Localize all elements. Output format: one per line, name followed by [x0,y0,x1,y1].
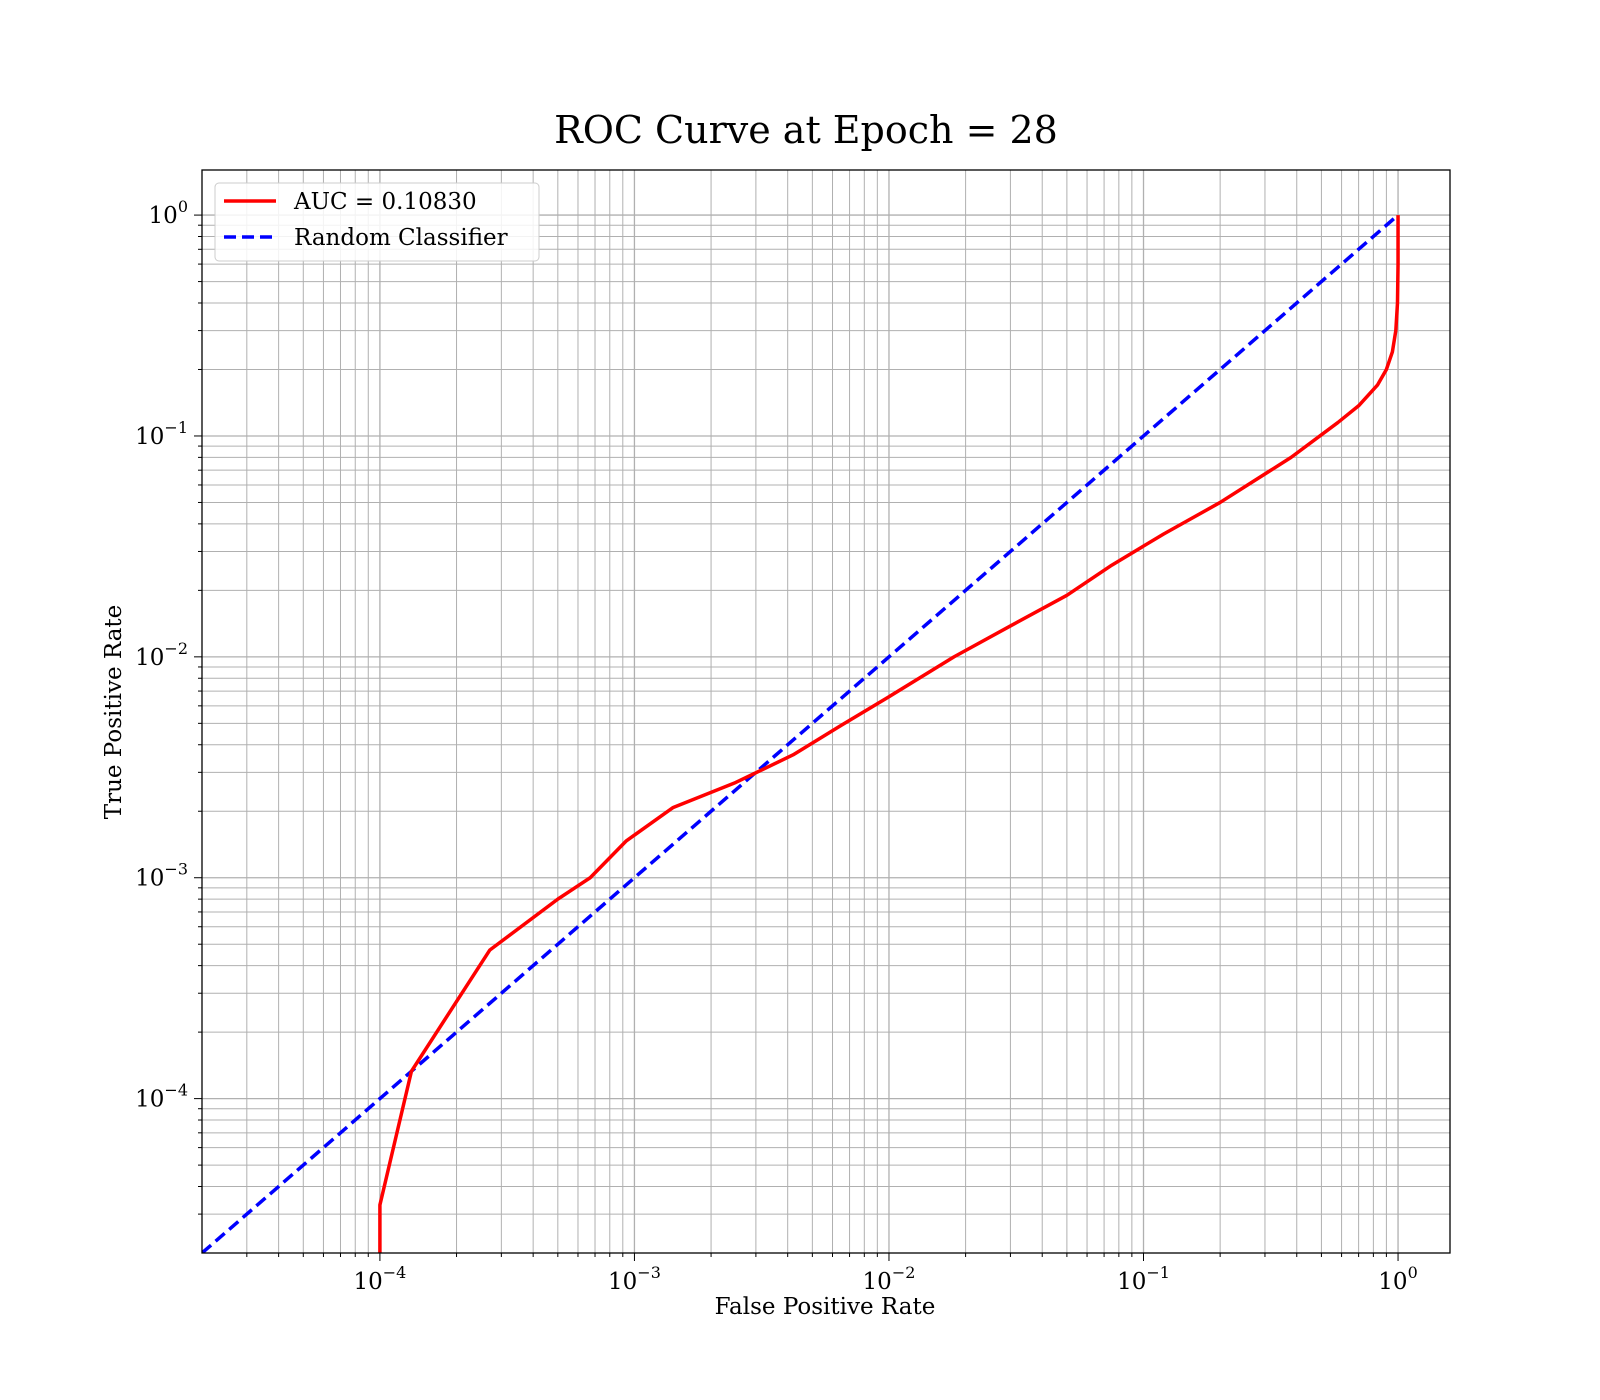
roc-curve-line [378,215,1400,1253]
x-tick-label: 10−4 [353,1263,406,1295]
legend-label-random: Random Classifier [294,225,508,251]
chart-title: ROC Curve at Epoch = 28 [554,108,1058,152]
x-tick-label: 10−3 [608,1263,661,1295]
y-axis-label: True Positive Rate [101,605,127,820]
random-classifier-line [202,213,1400,1253]
x-axis-label: False Positive Rate [715,1294,936,1320]
axes-frame [201,169,1451,1254]
y-tick-label: 10−4 [135,1081,188,1113]
legend: AUC = 0.10830 Random Classifier [214,182,540,262]
y-tick-label: 10−3 [135,860,188,892]
x-tick-label: 10−2 [863,1263,916,1295]
plot-area [202,213,1400,1253]
x-tick-label: 10−1 [1117,1263,1170,1295]
y-tick-label: 100 [149,197,188,229]
ticks: 10−4 10−3 10−2 10−1 100 10−4 10−3 10−2 10−1 100 [135,197,1418,1295]
x-tick-label: 100 [1378,1263,1417,1295]
y-tick-label: 10−2 [135,639,188,671]
legend-box [214,182,540,262]
grid [202,170,1450,1253]
legend-label-auc: AUC = 0.10830 [293,189,477,215]
y-tick-label: 10−1 [135,418,188,450]
